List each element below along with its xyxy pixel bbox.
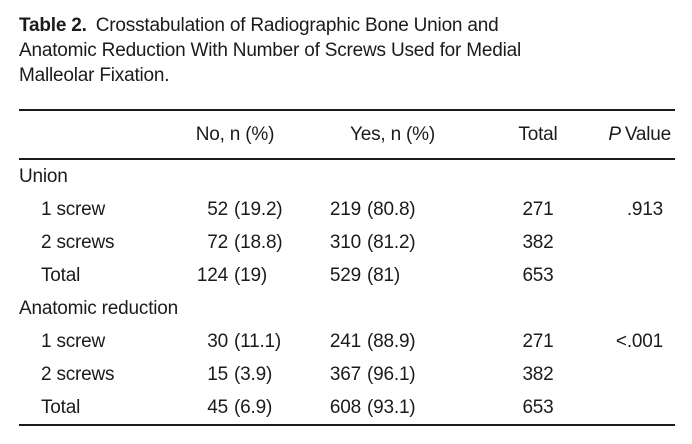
section-title: Anatomic reduction: [19, 297, 179, 319]
table-caption: Table 2. Crosstabulation of Radiographic …: [19, 13, 675, 88]
cell-yes: 241 (88.9): [301, 331, 456, 353]
crosstab-table: No, n (%) Yes, n (%) Total P Value Union …: [19, 109, 675, 426]
col-header-yes: Yes, n (%): [350, 123, 435, 145]
cell-no: 30 (11.1): [169, 331, 301, 353]
cell-yes: 367 (96.1): [301, 364, 456, 386]
row-label: 1 screw: [41, 198, 106, 220]
p-value: .913: [626, 198, 663, 220]
cell-yes: 529 (81): [301, 265, 456, 287]
caption-label: Table 2.: [19, 15, 87, 36]
table-header-row: No, n (%) Yes, n (%) Total P Value: [19, 111, 675, 160]
no-count: 124: [196, 264, 228, 286]
cell-no: 124 (19): [169, 265, 301, 287]
cell-no: 15 (3.9): [169, 364, 301, 386]
no-percent: (6.9): [234, 396, 273, 418]
no-count: 45: [207, 396, 228, 418]
row-label: Total: [41, 264, 81, 286]
p-italic: P: [608, 123, 621, 145]
table-row: 1 screw 52 (19.2) 219 (80.8) 271 .913: [19, 193, 675, 226]
no-count: 15: [207, 363, 228, 385]
caption-text: Crosstabulation of Radiographic Bone Uni…: [95, 15, 499, 36]
caption-line: Table 2. Crosstabulation of Radiographic …: [19, 13, 675, 38]
yes-count: 219: [329, 198, 361, 220]
no-percent: (19): [234, 264, 267, 286]
p-rest: Value: [624, 123, 671, 145]
yes-percent: (93.1): [367, 396, 416, 418]
table-row: 2 screws 15 (3.9) 367 (96.1) 382: [19, 358, 675, 391]
total-count: 382: [522, 363, 554, 385]
total-count: 653: [522, 264, 554, 286]
cell-no: 52 (19.2): [169, 199, 301, 221]
cell-no: 72 (18.8): [169, 232, 301, 254]
col-header-no: No, n (%): [195, 123, 275, 145]
yes-count: 241: [329, 330, 361, 352]
cell-yes: 608 (93.1): [301, 397, 456, 419]
yes-percent: (80.8): [367, 198, 416, 220]
no-percent: (19.2): [234, 198, 283, 220]
yes-count: 529: [329, 264, 361, 286]
table-row: 2 screws 72 (18.8) 310 (81.2) 382: [19, 226, 675, 259]
total-count: 653: [522, 396, 554, 418]
table-row: Total 124 (19) 529 (81) 653: [19, 259, 675, 292]
row-label: Total: [41, 396, 81, 418]
table-row: 1 screw 30 (11.1) 241 (88.9) 271 <.001: [19, 325, 675, 358]
section-header-row-anatomic-reduction: Anatomic reduction: [19, 292, 675, 325]
yes-count: 367: [329, 363, 361, 385]
no-percent: (18.8): [234, 231, 283, 253]
col-header-total: Total: [518, 123, 558, 145]
no-percent: (3.9): [234, 363, 273, 385]
table-row: Total 45 (6.9) 608 (93.1) 653: [19, 391, 675, 424]
total-count: 271: [522, 198, 554, 220]
caption-line: Malleolar Fixation.: [19, 65, 170, 86]
col-header-p-value: P Value: [596, 124, 675, 146]
yes-count: 608: [329, 396, 361, 418]
yes-percent: (96.1): [367, 363, 416, 385]
section-header-row-union: Union: [19, 160, 675, 193]
no-count: 52: [207, 198, 228, 220]
total-count: 382: [522, 231, 554, 253]
cell-yes: 219 (80.8): [301, 199, 456, 221]
yes-percent: (88.9): [367, 330, 416, 352]
yes-count: 310: [329, 231, 361, 253]
yes-percent: (81.2): [367, 231, 416, 253]
row-label: 2 screws: [41, 363, 115, 385]
p-value: <.001: [615, 330, 663, 352]
cell-no: 45 (6.9): [169, 397, 301, 419]
no-count: 30: [207, 330, 228, 352]
no-percent: (11.1): [234, 330, 282, 352]
cell-yes: 310 (81.2): [301, 232, 456, 254]
caption-line: Anatomic Reduction With Number of Screws…: [19, 40, 521, 61]
section-title: Union: [19, 165, 68, 187]
row-label: 2 screws: [41, 231, 115, 253]
row-label: 1 screw: [41, 330, 106, 352]
total-count: 271: [522, 330, 554, 352]
yes-percent: (81): [367, 264, 400, 286]
no-count: 72: [207, 231, 228, 253]
